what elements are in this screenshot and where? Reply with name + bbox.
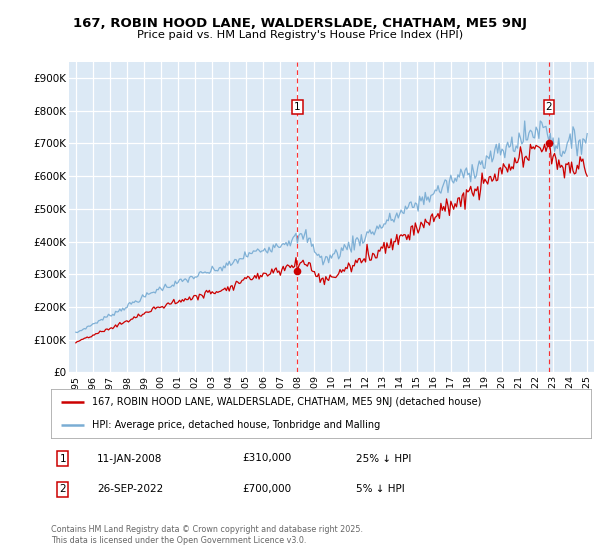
Text: 167, ROBIN HOOD LANE, WALDERSLADE, CHATHAM, ME5 9NJ (detached house): 167, ROBIN HOOD LANE, WALDERSLADE, CHATH… <box>91 397 481 407</box>
Text: £310,000: £310,000 <box>242 454 292 464</box>
Text: 167, ROBIN HOOD LANE, WALDERSLADE, CHATHAM, ME5 9NJ: 167, ROBIN HOOD LANE, WALDERSLADE, CHATH… <box>73 17 527 30</box>
Text: Price paid vs. HM Land Registry's House Price Index (HPI): Price paid vs. HM Land Registry's House … <box>137 30 463 40</box>
Text: 26-SEP-2022: 26-SEP-2022 <box>97 484 163 494</box>
Text: £700,000: £700,000 <box>242 484 292 494</box>
Text: 5% ↓ HPI: 5% ↓ HPI <box>356 484 405 494</box>
Text: Contains HM Land Registry data © Crown copyright and database right 2025.
This d: Contains HM Land Registry data © Crown c… <box>51 525 363 545</box>
Text: 2: 2 <box>59 484 66 494</box>
Text: 1: 1 <box>294 102 301 111</box>
Text: 11-JAN-2008: 11-JAN-2008 <box>97 454 162 464</box>
Text: HPI: Average price, detached house, Tonbridge and Malling: HPI: Average price, detached house, Tonb… <box>91 419 380 430</box>
Text: 2: 2 <box>545 102 552 111</box>
Text: 25% ↓ HPI: 25% ↓ HPI <box>356 454 412 464</box>
Text: 1: 1 <box>59 454 66 464</box>
